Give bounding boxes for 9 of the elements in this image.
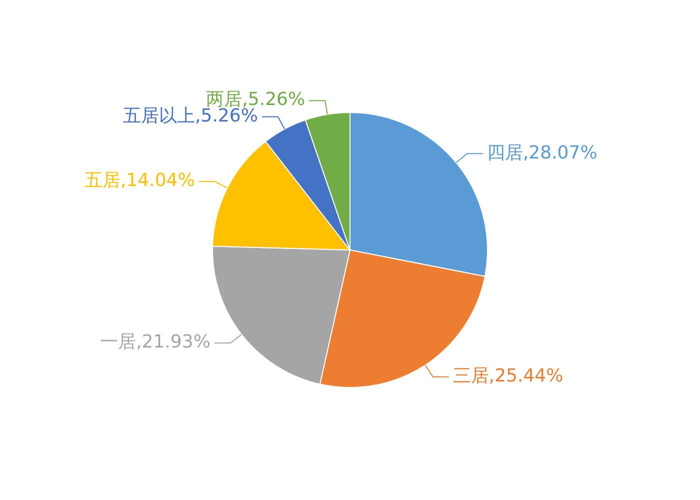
slice-label: 三居 (452, 366, 489, 387)
slice-label: 四居 (486, 142, 523, 164)
data-label: ,28.07% (522, 142, 598, 164)
data-label: ,14.04% (120, 170, 195, 192)
slice-label: 五居以上 (123, 105, 196, 126)
data-label: ,25.44% (488, 366, 564, 387)
slice-label: 五居 (84, 170, 120, 192)
slice-label: 一居 (100, 332, 136, 353)
data-label: ,21.93% (136, 332, 210, 353)
